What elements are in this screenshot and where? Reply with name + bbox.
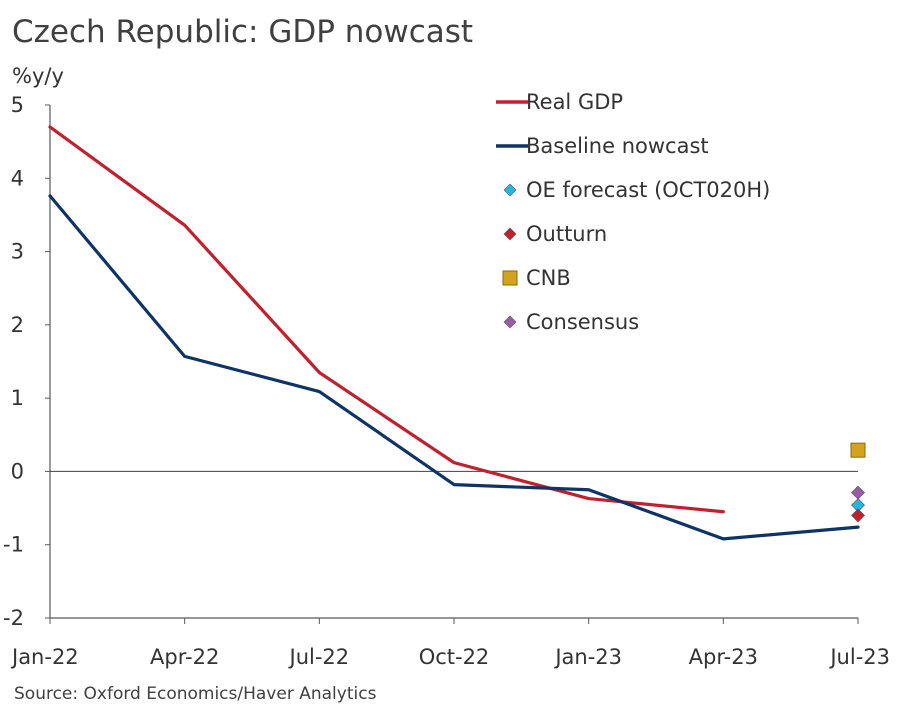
x-tick-label: Jul-22	[288, 645, 350, 669]
legend-label-real-gdp: Real GDP	[526, 90, 623, 114]
x-tick-label: Apr-23	[689, 645, 758, 669]
y-tick-label: 2	[11, 313, 24, 337]
x-tick-label: Jul-23	[828, 645, 890, 669]
y-tick-label: 1	[11, 386, 24, 410]
marker-cnb	[850, 442, 866, 458]
series-line-baseline-nowcast	[48, 194, 860, 541]
legend-label-outturn: Outturn	[526, 222, 607, 246]
series-line-real-gdp	[48, 125, 725, 514]
legend-label-cnb: CNB	[526, 266, 571, 290]
x-tick-label: Jan-23	[553, 645, 622, 669]
legend-swatch-oe-forecast-oct020h	[503, 183, 517, 197]
legend-label-consensus: Consensus	[526, 310, 639, 334]
legend-label-baseline-nowcast: Baseline nowcast	[526, 134, 709, 158]
y-tick-label: 3	[11, 240, 24, 264]
axes: 5 4 3 2 1 0 -1 -2 Jan-22 Apr-22 Jul-22 Oct-22 Jan-23…	[3, 93, 890, 669]
marker-consensus	[851, 485, 865, 500]
legend: Real GDP Baseline nowcast OE forecast (OCT…	[496, 90, 770, 334]
y-tick-label: 4	[11, 166, 24, 190]
x-tick-label: Apr-22	[150, 645, 219, 669]
legend-swatch-outturn	[503, 227, 517, 241]
legend-swatch-cnb	[502, 270, 518, 286]
y-tick-label: -2	[3, 606, 24, 630]
chart-marks	[48, 125, 866, 541]
marker-outturn	[851, 508, 865, 523]
y-tick-label: -1	[3, 533, 24, 557]
legend-swatch-consensus	[503, 315, 517, 329]
y-tick-label: 5	[11, 93, 24, 117]
legend-label-oe-forecast-oct020h: OE forecast (OCT020H)	[526, 178, 770, 202]
x-tick-label: Jan-22	[10, 645, 79, 669]
source-note: Source: Oxford Economics/Haver Analytics	[14, 684, 377, 704]
y-tick-label: 0	[11, 459, 24, 483]
x-tick-label: Oct-22	[419, 645, 490, 669]
chart-title: Czech Republic: GDP nowcast	[12, 14, 474, 50]
y-axis-unit-label: %y/y	[12, 64, 64, 88]
